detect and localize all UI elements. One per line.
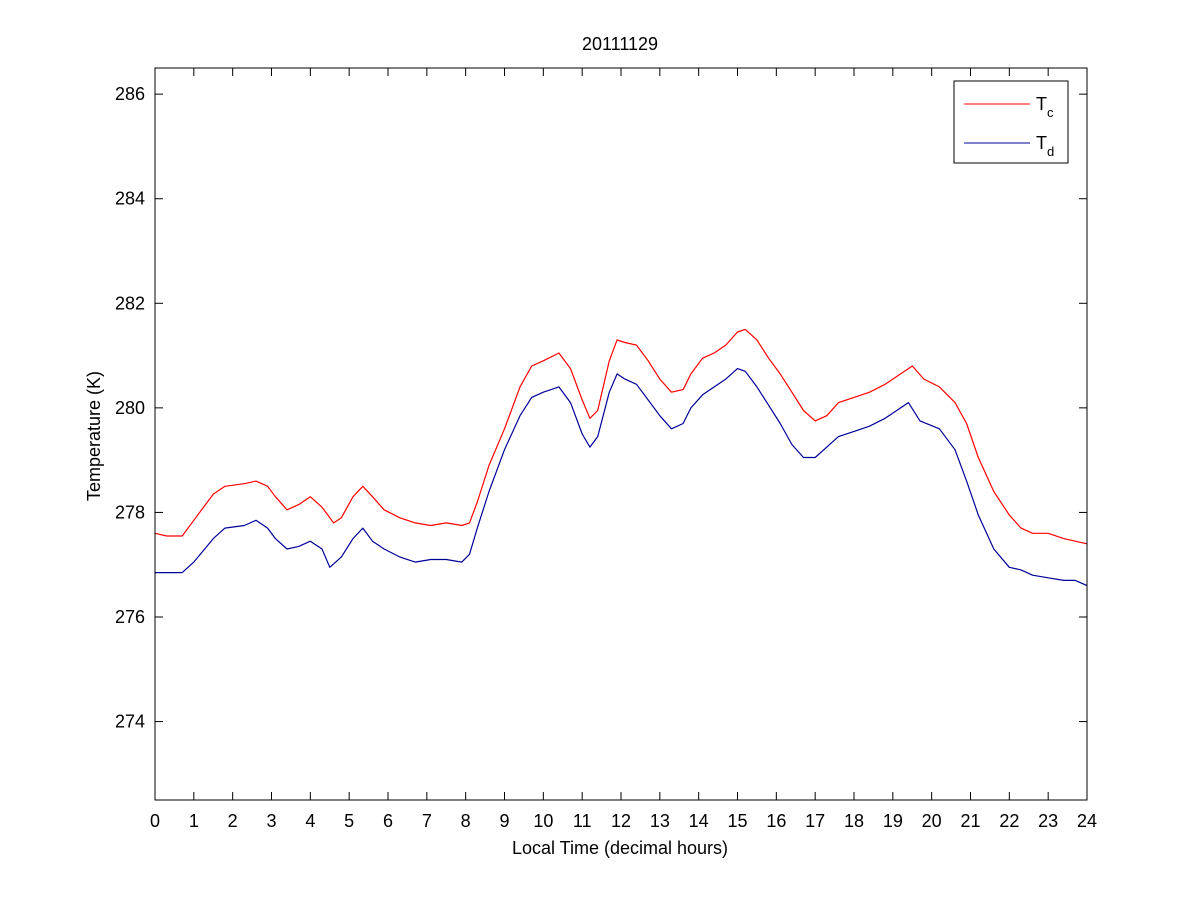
y-tick-label: 274 [115,712,145,732]
x-tick-label: 3 [266,811,276,831]
x-tick-label: 18 [844,811,864,831]
x-tick-label: 21 [960,811,980,831]
legend-box [953,80,1069,164]
x-tick-label: 17 [805,811,825,831]
x-tick-label: 8 [461,811,471,831]
plot-area [155,68,1087,800]
y-tick-label: 278 [115,502,145,522]
x-tick-label: 12 [611,811,631,831]
x-tick-label: 4 [305,811,315,831]
x-tick-label: 19 [883,811,903,831]
x-tick-label: 0 [150,811,160,831]
x-tick-label: 22 [999,811,1019,831]
legend-label-td: Td [1036,133,1054,159]
series-line-tc [154,328,1088,545]
y-tick-label: 280 [115,398,145,418]
series-line-td [155,368,1088,587]
x-tick-label: 14 [689,811,709,831]
y-tick-label: 276 [115,607,145,627]
x-tick-label: 6 [383,811,393,831]
y-tick-label: 284 [115,189,145,209]
y-tick-label: 282 [115,293,145,313]
chart-title: 20111129 [582,34,658,54]
y-axis-label: Temperature (K) [84,371,104,501]
x-tick-label: 16 [766,811,786,831]
legend-label-tc: Tc [1036,94,1054,120]
x-tick-label: 13 [650,811,670,831]
x-tick-label: 7 [422,811,432,831]
y-tick-label: 286 [115,84,145,104]
ticks-layer: 0 1 2 3 4 5 6 7 8 9 10 11 12 13 14 15 16 17 18 19 20 21 22 23 24… [115,68,1097,831]
series-layer [154,328,1088,587]
x-tick-label: 23 [1038,811,1058,831]
x-tick-label: 24 [1077,811,1097,831]
x-tick-label: 9 [499,811,509,831]
x-tick-label: 5 [344,811,354,831]
x-axis-label: Local Time (decimal hours) [512,838,728,858]
x-tick-label: 1 [189,811,199,831]
x-tick-label: 20 [922,811,942,831]
x-tick-label: 2 [228,811,238,831]
x-tick-label: 15 [727,811,747,831]
x-tick-label: 11 [573,811,592,831]
legend: Tc Td [953,80,1069,164]
x-tick-label: 10 [533,811,553,831]
plot-frame [154,67,1088,801]
